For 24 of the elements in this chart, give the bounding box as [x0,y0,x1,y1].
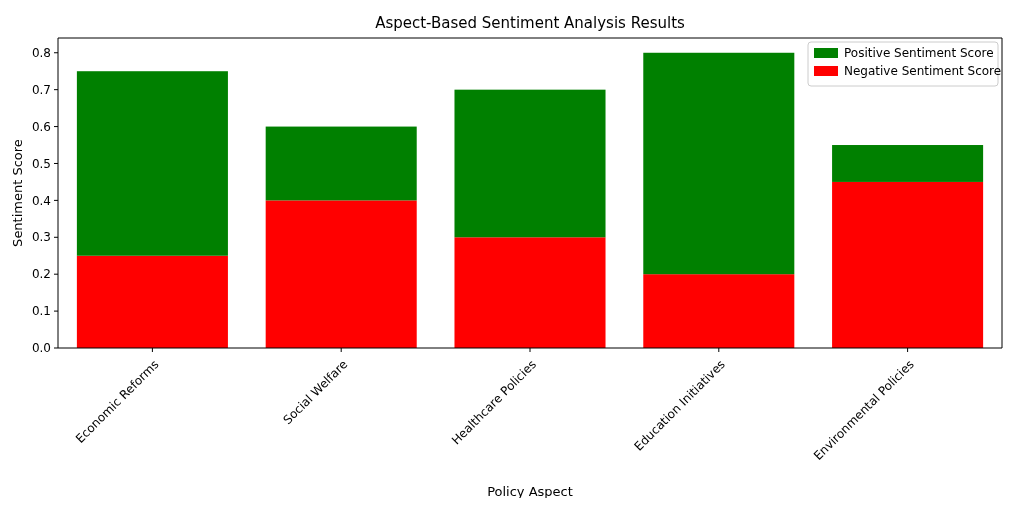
y-tick-label: 0.6 [31,119,51,134]
bar [76,71,228,256]
y-tick-label: 0.4 [31,193,51,208]
bar [832,181,984,348]
chart-title: Aspect-Based Sentiment Analysis Results [375,14,686,32]
legend-label: Positive Sentiment Score [844,46,994,61]
bar [454,237,606,348]
bar [832,145,984,182]
y-tick-label: 0.3 [31,230,51,245]
y-tick-label: 0.1 [31,304,51,319]
bar [76,255,228,348]
y-tick-label: 0.7 [31,82,51,97]
bar [265,126,417,201]
y-tick-label: 0.2 [31,267,51,282]
bar [643,52,795,275]
y-tick-label: 0.8 [31,45,51,60]
bar [265,200,417,348]
y-tick-label: 0.5 [31,156,51,171]
legend-label: Negative Sentiment Score [844,64,1002,79]
y-axis-title: Sentiment Score [10,139,25,247]
x-axis-title: Policy Aspect [487,484,573,499]
bar [454,89,606,238]
y-tick-label: 0.0 [31,341,51,356]
bar [643,274,795,348]
